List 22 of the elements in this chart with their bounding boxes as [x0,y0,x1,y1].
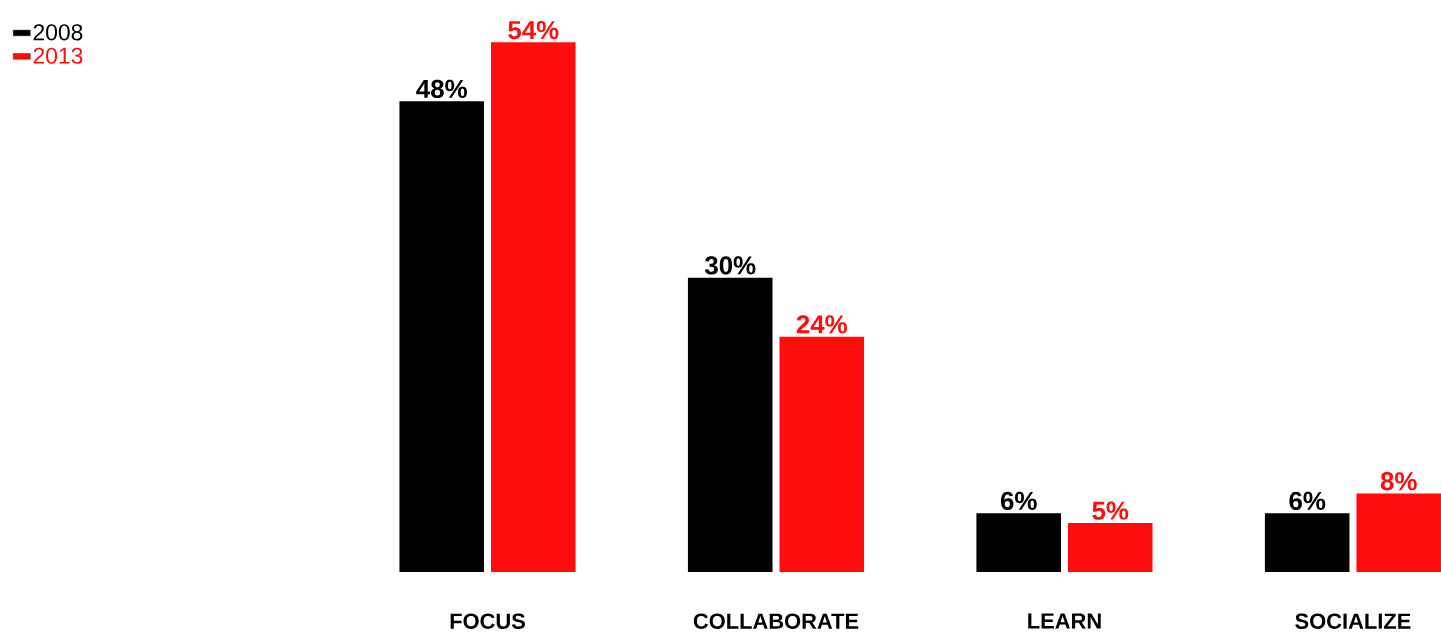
x-tick-label: LEARN [1028,613,1101,629]
data-label: 6% [1289,491,1326,511]
bar [490,42,576,573]
bar [976,513,1061,573]
data-label: 48% [416,79,467,99]
data-label: 8% [1380,472,1417,491]
x-tick-label: FOCUS [450,613,525,630]
legend-label: 2013 [33,47,83,64]
bar [1356,493,1441,573]
bar [1264,513,1350,573]
legend-label: 2008 [33,24,83,41]
x-tick-label: SOCIALIZE [1295,613,1411,630]
data-label: 5% [1092,501,1129,520]
bar [1067,523,1153,573]
bar [687,277,773,573]
data-label: 54% [508,21,559,40]
data-label: 6% [1000,491,1037,511]
bar [779,336,865,573]
x-tick-label: COLLABORATE [693,613,859,630]
bar [399,101,485,573]
data-label: 30% [704,256,756,275]
data-label: 24% [796,315,847,334]
